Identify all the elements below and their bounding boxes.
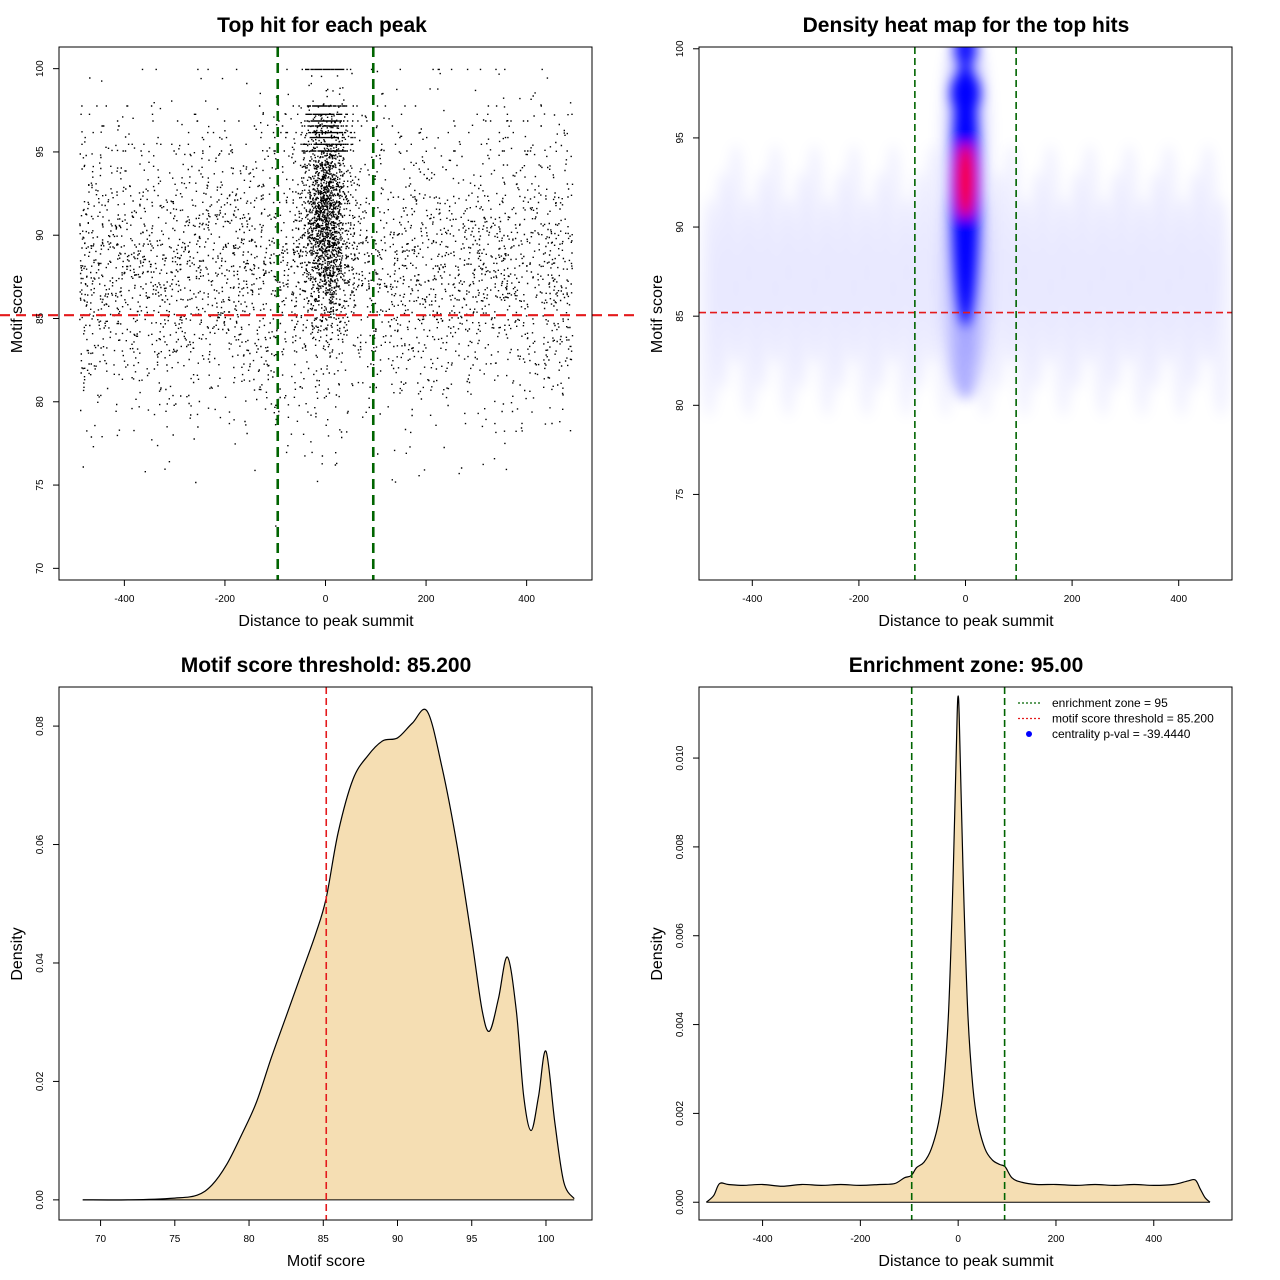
distance-density-area	[705, 695, 1211, 1203]
x-tick-label: 400	[1145, 1234, 1162, 1245]
heatmap-density	[699, 47, 1232, 418]
x-tick-label: -200	[849, 594, 869, 605]
x-tick-label: -400	[753, 1234, 773, 1245]
y-tick-label: 80	[675, 399, 686, 411]
legend-dot-swatch	[1026, 731, 1032, 737]
score-density-title: Motif score threshold: 85.200	[181, 654, 472, 677]
y-tick-label: 0.06	[35, 834, 46, 854]
y-tick-label: 0.02	[35, 1071, 46, 1091]
y-tick-label: 80	[35, 396, 46, 408]
heatmap-panel: Density heat map for the top hits -400 -2…	[649, 14, 1233, 630]
scatter-y-axis: 70 75 80 85 90 95 100	[35, 60, 60, 574]
legend-label: enrichment zone = 95	[1052, 696, 1168, 710]
x-tick-label: 100	[538, 1234, 555, 1245]
distance-density-title: Enrichment zone: 95.00	[849, 654, 1084, 677]
x-tick-label: -200	[215, 594, 235, 605]
score-density-y-label: Density	[9, 927, 26, 980]
distance-density-panel: Enrichment zone: 95.00 -400 -200 0 200 400 0…	[649, 654, 1233, 1270]
scatter-point-cloud	[79, 68, 574, 527]
y-tick-label: 0.002	[675, 1100, 686, 1125]
scatter-panel: Top hit for each peak -400 -200 0 200 400 70…	[0, 14, 640, 630]
y-tick-label: 0.000	[675, 1189, 686, 1214]
score-density-panel: Motif score threshold: 85.200 70 75 80 85 90…	[9, 654, 593, 1270]
scatter-x-axis: -400 -200 0 200 400	[114, 579, 535, 605]
y-tick-label: 75	[35, 479, 46, 491]
score-density-x-label: Motif score	[287, 1253, 365, 1270]
distance-density-reference-lines	[910, 687, 1006, 1220]
score-density-y-axis: 0.00 0.02 0.04 0.06 0.08	[35, 716, 60, 1210]
x-tick-label: 75	[169, 1234, 181, 1245]
density-curve	[705, 695, 1211, 1203]
x-tick-label: 200	[1048, 1234, 1065, 1245]
x-tick-label: 95	[466, 1234, 478, 1245]
score-density-area	[82, 708, 575, 1201]
heatmap-top-lobe	[954, 47, 977, 65]
x-tick-label: 400	[518, 594, 535, 605]
y-tick-label: 0.006	[675, 923, 686, 948]
distance-density-x-label: Distance to peak summit	[878, 1253, 1054, 1270]
heatmap-y-label: Motif score	[649, 275, 666, 353]
y-tick-label: 0.004	[675, 1012, 686, 1037]
distance-density-legend: enrichment zone = 95 motif score threshol…	[1018, 696, 1214, 741]
heatmap-y-axis: 75 80 85 90 95 100	[675, 40, 700, 500]
heatmap-haze-column	[1209, 197, 1232, 418]
y-tick-label: 75	[675, 488, 686, 500]
distance-density-x-axis: -400 -200 0 200 400	[753, 1219, 1163, 1245]
y-tick-label: 0.04	[35, 953, 46, 973]
x-tick-label: 400	[1170, 594, 1187, 605]
distance-density-y-axis: 0.000 0.002 0.004 0.006 0.008 0.010	[675, 745, 700, 1215]
y-tick-label: 0.010	[675, 745, 686, 770]
heatmap-core	[935, 47, 996, 400]
scatter-points	[79, 68, 574, 527]
y-tick-label: 85	[675, 310, 686, 322]
density-fill	[706, 695, 1210, 1203]
x-tick-label: 70	[95, 1234, 107, 1245]
y-tick-label: 0.08	[35, 716, 46, 736]
y-tick-label: 85	[35, 312, 46, 324]
scatter-reference-lines	[0, 47, 640, 580]
y-tick-label: 100	[675, 40, 686, 57]
y-tick-label: 95	[35, 146, 46, 158]
y-tick-label: 95	[675, 132, 686, 144]
scatter-y-label: Motif score	[9, 275, 26, 353]
x-tick-label: 0	[963, 594, 969, 605]
y-tick-label: 90	[675, 221, 686, 233]
heatmap-x-axis: -400 -200 0 200 400	[742, 579, 1187, 605]
heatmap-title: Density heat map for the top hits	[803, 14, 1130, 37]
y-tick-label: 90	[35, 229, 46, 241]
legend-item: centrality p-val = -39.4440	[1026, 727, 1191, 741]
x-tick-label: 90	[392, 1234, 404, 1245]
x-tick-label: 0	[323, 594, 329, 605]
distance-density-y-label: Density	[649, 927, 666, 980]
heatmap-upper-lobe	[950, 71, 981, 116]
y-tick-label: 0.008	[675, 834, 686, 859]
scatter-title: Top hit for each peak	[217, 14, 427, 37]
scatter-x-label: Distance to peak summit	[238, 613, 414, 630]
legend-label: motif score threshold = 85.200	[1052, 712, 1214, 726]
x-tick-label: 80	[243, 1234, 255, 1245]
x-tick-label: -400	[114, 594, 134, 605]
density-fill	[82, 709, 575, 1200]
x-tick-label: 200	[1064, 594, 1081, 605]
y-tick-label: 0.00	[35, 1190, 46, 1210]
score-density-x-axis: 70 75 80 85 90 95 100	[95, 1219, 555, 1245]
heatmap-peak	[956, 142, 975, 219]
legend-label: centrality p-val = -39.4440	[1052, 727, 1191, 741]
x-tick-label: 200	[418, 594, 435, 605]
x-tick-label: -400	[742, 594, 762, 605]
legend-item: motif score threshold = 85.200	[1018, 712, 1214, 726]
y-tick-label: 100	[35, 60, 46, 77]
heatmap-x-label: Distance to peak summit	[878, 613, 1054, 630]
x-tick-label: -200	[850, 1234, 870, 1245]
y-tick-label: 70	[35, 562, 46, 574]
x-tick-label: 85	[318, 1234, 330, 1245]
legend-item: enrichment zone = 95	[1018, 696, 1168, 710]
density-curve	[82, 708, 575, 1201]
x-tick-label: 0	[955, 1234, 961, 1245]
heatmap-reference-lines	[699, 47, 1232, 580]
